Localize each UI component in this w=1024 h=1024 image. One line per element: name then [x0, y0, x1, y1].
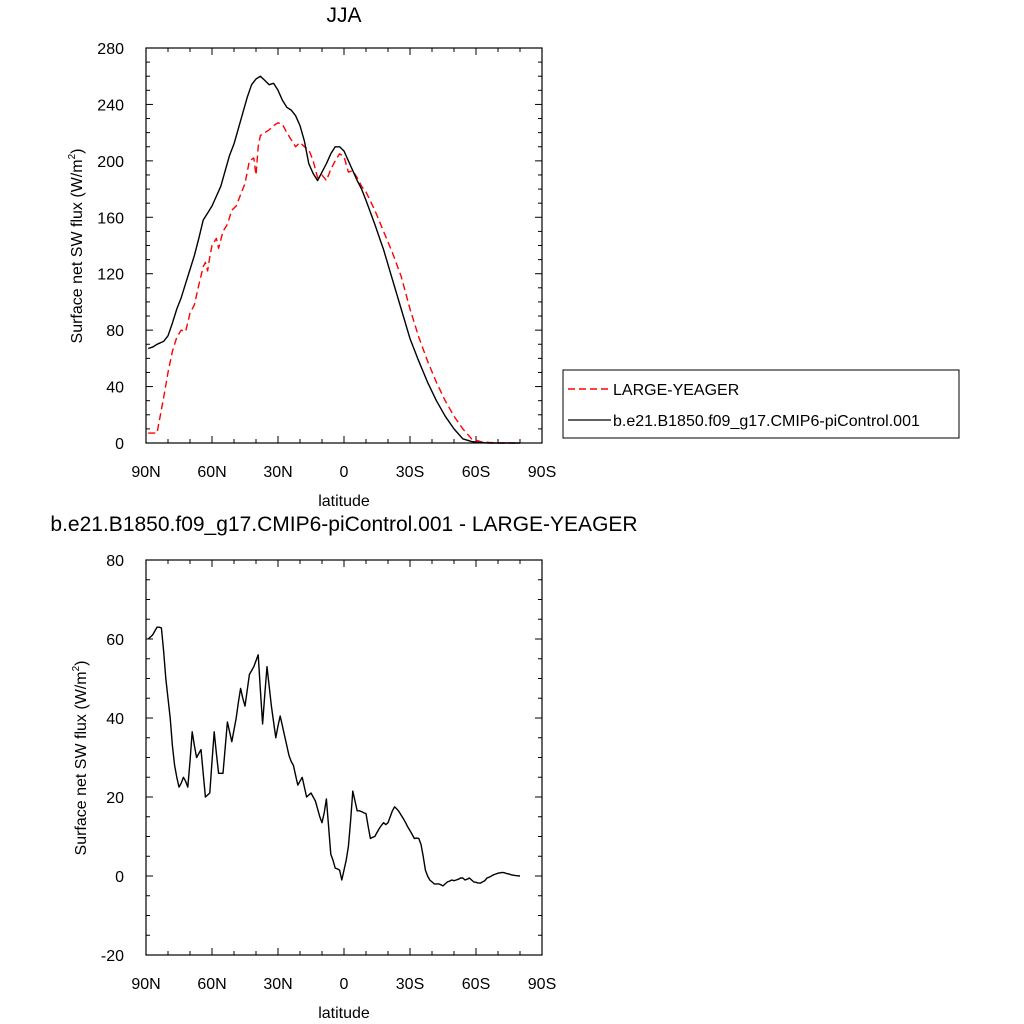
top-plot-area: 90N 60N 30N 0 30S 60S 90S 0 40 80 120 160 200 240 280	[97, 41, 556, 481]
bottom-y-tick-label: 60	[106, 632, 124, 649]
top-x-axis-label: latitude	[318, 493, 370, 510]
bottom-x-axis-label: latitude	[318, 1005, 370, 1022]
top-x-tick-label: 30N	[263, 464, 292, 481]
top-y-tick-label: 80	[106, 323, 124, 340]
top-x-tick-label: 60N	[197, 464, 226, 481]
top-x-tick-label: 30S	[396, 464, 424, 481]
top-series-line-1	[147, 75, 520, 444]
legend-label-large-yeager: LARGE-YEAGER	[613, 382, 739, 399]
top-plot-frame	[145, 47, 543, 444]
bottom-y-tick-label: -20	[101, 948, 124, 965]
top-y-axis-label-superscript: 2	[67, 153, 78, 159]
top-y-axis-label-close: )	[69, 149, 86, 154]
top-y-axis-label: Surface net SW flux (W/m2)	[67, 149, 86, 344]
top-x-tick-label: 60S	[462, 464, 490, 481]
bottom-y-tick-label: 20	[106, 790, 124, 807]
bottom-y-axis-label-main: Surface net SW flux (W/m	[73, 671, 90, 855]
top-y-tick-label: 160	[97, 210, 124, 227]
bottom-x-tick-label: 90S	[528, 976, 556, 993]
top-series-line-0	[148, 122, 520, 444]
legend-label-picontrol: b.e21.B1850.f09_g17.CMIP6-piControl.001	[613, 413, 920, 430]
top-y-tick-label: 0	[115, 436, 124, 453]
top-chart-title: JJA	[326, 4, 361, 27]
top-x-tick-label: 0	[340, 464, 349, 481]
top-y-tick-label: 240	[97, 97, 124, 114]
top-y-axis-label-main: Surface net SW flux (W/m	[69, 159, 86, 343]
top-x-tick-label: 90S	[528, 464, 556, 481]
bottom-chart-panel: b.e21.B1850.f09_g17.CMIP6-piControl.001 …	[50, 513, 637, 1022]
bottom-y-tick-label: 40	[106, 711, 124, 728]
legend: LARGE-YEAGER b.e21.B1850.f09_g17.CMIP6-p…	[562, 369, 960, 439]
bottom-chart-title: b.e21.B1850.f09_g17.CMIP6-piControl.001 …	[50, 513, 637, 536]
top-y-tick-label: 200	[97, 154, 124, 171]
bottom-x-tick-label: 0	[340, 976, 349, 993]
top-chart-panel: JJA 90N 60N 30N 0 30S 60S 90S 0 40 80 120 160 200 240…	[67, 4, 556, 510]
bottom-plot-area: 90N 60N 30N 0 30S 60S 90S -20 0 20 40 60 80	[101, 553, 556, 993]
bottom-x-tick-label: 90N	[131, 976, 160, 993]
bottom-x-tick-label: 30S	[396, 976, 424, 993]
bottom-y-axis-label-superscript: 2	[71, 665, 82, 671]
top-y-tick-label: 40	[106, 380, 124, 397]
bottom-x-tick-label: 30N	[263, 976, 292, 993]
bottom-y-axis-label: Surface net SW flux (W/m2)	[71, 661, 90, 856]
top-y-tick-label: 120	[97, 267, 124, 284]
top-x-tick-label: 90N	[131, 464, 160, 481]
bottom-y-tick-label: 0	[115, 869, 124, 886]
legend-box	[562, 369, 960, 439]
top-y-tick-label: 280	[97, 41, 124, 58]
bottom-series-line-0	[147, 626, 521, 887]
bottom-y-tick-label: 80	[106, 553, 124, 570]
bottom-y-axis-label-close: )	[73, 661, 90, 666]
bottom-plot-frame	[145, 559, 543, 956]
bottom-x-tick-label: 60S	[462, 976, 490, 993]
bottom-x-tick-label: 60N	[197, 976, 226, 993]
